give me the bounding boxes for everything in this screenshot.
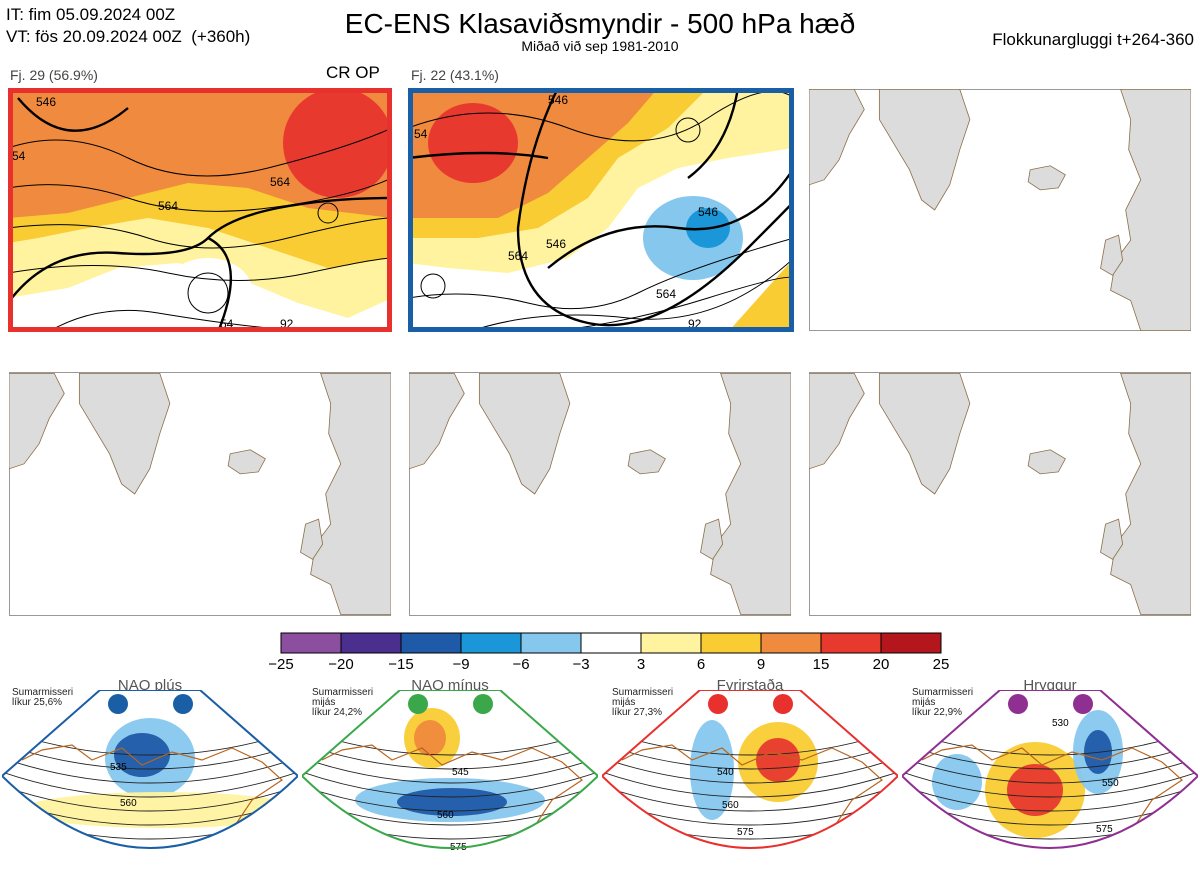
regime-outline bbox=[302, 690, 598, 849]
regime-fan-map: 540 560 575 bbox=[602, 690, 898, 849]
colorbar-segment bbox=[400, 632, 462, 654]
panel-1-label: Fj. 29 (56.9%) bbox=[10, 67, 98, 83]
colorbar-tick-label: 6 bbox=[696, 656, 706, 673]
colorbar-segment bbox=[580, 632, 642, 654]
contour-label: 564 bbox=[508, 249, 528, 263]
regime-probability-note: Sumarmisseri mijás líkur 27,3% bbox=[612, 687, 674, 718]
regime-contour-label: 575 bbox=[1096, 824, 1113, 835]
colorbar-segment bbox=[520, 632, 582, 654]
contour-label: 564 bbox=[158, 199, 178, 213]
colorbar-tick-label: −6 bbox=[512, 656, 530, 673]
colorbar-segment bbox=[640, 632, 702, 654]
colorbar-segment bbox=[760, 632, 822, 654]
colorbar-segment bbox=[820, 632, 882, 654]
contour-label: 564 bbox=[270, 175, 290, 189]
colorbar-tick-label: −25 bbox=[268, 656, 294, 673]
regime-probability-note: Sumarmisseri mijás líkur 22,9% bbox=[912, 687, 974, 718]
regime-outline bbox=[602, 690, 898, 849]
colorbar-segment bbox=[280, 632, 342, 654]
panel-2-label: Fj. 22 (43.1%) bbox=[411, 67, 499, 83]
colorbar-tick-label: 20 bbox=[872, 656, 890, 673]
cluster-1-frame bbox=[8, 88, 392, 332]
regime-marker-dot bbox=[708, 694, 728, 714]
regime-marker-dot bbox=[408, 694, 428, 714]
empty-map-4 bbox=[9, 372, 391, 616]
regime-marker-dot bbox=[773, 694, 793, 714]
regime-marker-dot bbox=[1008, 694, 1028, 714]
colorbar-segment bbox=[460, 632, 522, 654]
regime-fan-map: 530 550 575 bbox=[902, 690, 1198, 849]
contour-label: 54 bbox=[12, 149, 26, 163]
regime-contour-label: 540 bbox=[717, 767, 734, 778]
regime-contour-label: 560 bbox=[437, 810, 454, 821]
colorbar-segment bbox=[880, 632, 942, 654]
regime-fan-map: 535 560 bbox=[2, 690, 298, 849]
contour-label: 546 bbox=[36, 95, 56, 109]
regime-contour-label: 535 bbox=[110, 762, 127, 773]
regime-contour-label: 560 bbox=[120, 798, 137, 809]
issue-time: IT: fim 05.09.2024 00Z bbox=[6, 5, 176, 24]
cluster-2-map: 546 54 546 564 546 564 92 bbox=[408, 88, 794, 332]
colorbar-tick-label: −15 bbox=[388, 656, 414, 673]
colorbar-tick-label: −20 bbox=[328, 656, 354, 673]
regime-marker-dot bbox=[473, 694, 493, 714]
regime-outline bbox=[902, 690, 1198, 849]
classification-window: Flokkunargluggi t+264-360 bbox=[992, 30, 1194, 49]
colorbar-tick-label: −3 bbox=[572, 656, 590, 673]
contour-label: 54 bbox=[414, 127, 428, 141]
colorbar-tick-label: −9 bbox=[452, 656, 470, 673]
regime-contour-label: 530 bbox=[1052, 718, 1069, 729]
cluster-1-map: 546 54 564 564 54 92 bbox=[8, 88, 392, 332]
regime-contour-label: 560 bbox=[722, 800, 739, 811]
regime-probability-note: Sumarmisseri líkur 25,6% bbox=[12, 687, 74, 708]
colorbar-segment bbox=[700, 632, 762, 654]
regime-outline bbox=[2, 690, 298, 849]
cluster-2-frame bbox=[408, 88, 794, 332]
regime-marker-dot bbox=[173, 694, 193, 714]
regime-marker-dot bbox=[108, 694, 128, 714]
contour-label: 546 bbox=[548, 93, 568, 107]
contour-label: 546 bbox=[546, 237, 566, 251]
empty-map-6 bbox=[809, 372, 1191, 616]
valid-time: VT: fös 20.09.2024 00Z (+360h) bbox=[6, 27, 251, 46]
colorbar-tick-label: 25 bbox=[932, 656, 950, 673]
colorbar bbox=[280, 632, 942, 654]
contour-label: 546 bbox=[698, 205, 718, 219]
empty-map-5 bbox=[409, 372, 791, 616]
regime-contour-label: 550 bbox=[1102, 778, 1119, 789]
colorbar-tick-label: 9 bbox=[756, 656, 766, 673]
regime-probability-note: Sumarmisseri mijás líkur 24,2% bbox=[312, 687, 374, 718]
colorbar-tick-label: 15 bbox=[812, 656, 830, 673]
regime-contour-label: 575 bbox=[737, 827, 754, 838]
colorbar-segment bbox=[340, 632, 402, 654]
regime-contour-label: 545 bbox=[452, 767, 469, 778]
contour-label: 564 bbox=[656, 287, 676, 301]
page-title: EC-ENS Klasaviðsmyndir - 500 hPa hæð bbox=[344, 8, 856, 39]
colorbar-tick-label: 3 bbox=[636, 656, 646, 673]
panel-1-tag: CR OP bbox=[326, 63, 380, 82]
empty-map-3 bbox=[809, 89, 1191, 331]
page-subtitle: Miðað við sep 1981-2010 bbox=[521, 38, 679, 54]
regime-marker-dot bbox=[1073, 694, 1093, 714]
